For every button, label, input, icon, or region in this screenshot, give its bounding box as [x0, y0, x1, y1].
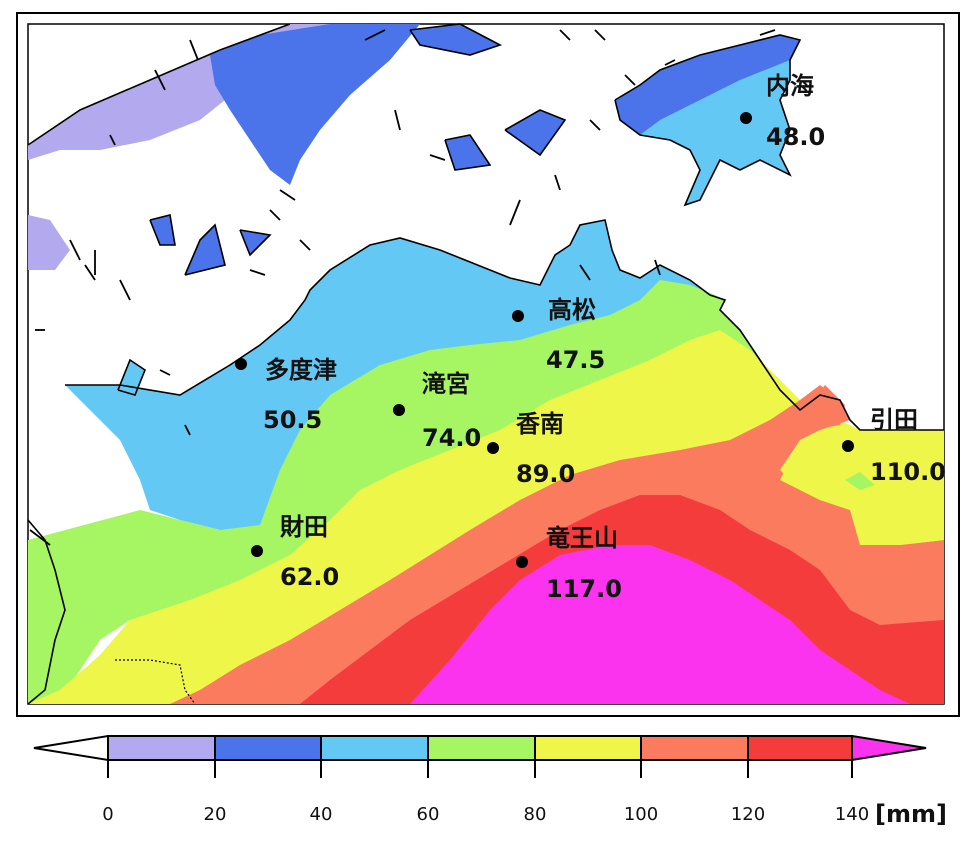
- legend-unit: [mm]: [875, 800, 947, 828]
- legend-tick-label: 140: [835, 804, 869, 825]
- station-layer: 内海 48.0 高松 47.5 多度津 50.5 滝宮 74.0 香南 89.0 引田 110.0 財田…: [235, 72, 946, 603]
- station-takinomiya: 滝宮 74.0: [393, 370, 481, 452]
- station-value: 47.5: [546, 346, 605, 374]
- station-uchinomi: 内海 48.0: [740, 72, 825, 151]
- station-name: 多度津: [265, 356, 337, 384]
- coastline-north: [65, 219, 944, 431]
- station-tadotsu: 多度津 50.5: [235, 356, 337, 434]
- islet-dashes: [29, 29, 776, 546]
- contour-80-100: [28, 330, 944, 704]
- station-marker: [393, 404, 405, 416]
- station-zaita: 財田 62.0: [251, 513, 339, 591]
- legend-swatch-80-100: [535, 736, 641, 760]
- legend-arrow-left: [33, 734, 109, 762]
- contour-0-20-nw: [28, 215, 70, 270]
- station-name: 高松: [548, 296, 596, 324]
- station-name: 引田: [870, 406, 918, 434]
- station-hikita: 引田 110.0: [842, 406, 946, 486]
- legend-tick-label: 0: [102, 804, 113, 825]
- station-marker: [251, 545, 263, 557]
- legend-swatch-100-120: [641, 736, 748, 760]
- station-value: 62.0: [280, 563, 339, 591]
- legend-swatch-60-80: [428, 736, 535, 760]
- station-marker: [487, 442, 499, 454]
- station-marker: [740, 112, 752, 124]
- contour-140-plus: [410, 545, 910, 704]
- contour-20-40-north: [210, 24, 420, 185]
- coastline-isle-1: [504, 109, 567, 157]
- legend-arrow-right: [851, 734, 927, 762]
- station-ryuozan: 竜王山 117.0: [516, 524, 622, 603]
- coastline-nw: [27, 23, 291, 146]
- contour-100-120-hikita: [805, 385, 845, 430]
- legend-swatch-40-60: [321, 736, 428, 760]
- station-value: 48.0: [766, 123, 825, 151]
- legend-tick-label: 60: [417, 804, 440, 825]
- station-name: 財田: [280, 513, 328, 541]
- station-value: 50.5: [263, 406, 322, 434]
- station-value: 117.0: [546, 575, 622, 603]
- coastline-main: [27, 519, 66, 705]
- coastline-isle-6: [409, 23, 503, 56]
- legend-tick-label: 100: [624, 804, 658, 825]
- legend-swatch-0-20: [108, 736, 215, 760]
- station-takamatsu: 高松 47.5: [512, 296, 605, 374]
- coastline-isle-7: [117, 358, 146, 396]
- coastline-isle-5: [239, 229, 272, 257]
- coastlines: [27, 23, 944, 705]
- station-marker: [512, 310, 524, 322]
- station-konan: 香南 89.0: [487, 410, 575, 488]
- station-name: 滝宮: [422, 370, 470, 398]
- contour-20-40-island-b: [150, 215, 175, 245]
- prefecture-border: [115, 659, 196, 705]
- station-name: 竜王山: [546, 524, 618, 552]
- station-marker: [235, 358, 247, 370]
- contour-layers: [28, 24, 944, 704]
- station-marker: [842, 440, 854, 452]
- station-value: 110.0: [870, 458, 946, 486]
- coastline-isle-2: [444, 134, 492, 171]
- station-name: 内海: [766, 72, 814, 100]
- contour-20-40-island-a: [185, 225, 225, 275]
- coastline-isle-3: [184, 223, 226, 276]
- legend-tick-label: 40: [310, 804, 333, 825]
- coastline-isle-4: [149, 214, 176, 246]
- contour-20-40-island-e: [445, 135, 490, 170]
- contour-20-40-island-d: [505, 110, 565, 155]
- legend-swatch-20-40: [215, 736, 321, 760]
- legend-tick-label: 80: [524, 804, 547, 825]
- contour-60-80-hikita: [845, 472, 875, 490]
- legend-colorbar: 0 20 40 60 80 100 120 140 [mm]: [33, 734, 947, 828]
- station-marker: [516, 556, 528, 568]
- station-name: 香南: [516, 410, 564, 438]
- legend-tick-label: 20: [204, 804, 227, 825]
- legend-tick-label: 120: [731, 804, 765, 825]
- station-value: 74.0: [422, 424, 481, 452]
- legend-swatch-120-140: [748, 736, 852, 760]
- coastline-shodoshima: [614, 34, 802, 207]
- station-value: 89.0: [516, 460, 575, 488]
- contour-20-40-shodoshima: [615, 35, 800, 135]
